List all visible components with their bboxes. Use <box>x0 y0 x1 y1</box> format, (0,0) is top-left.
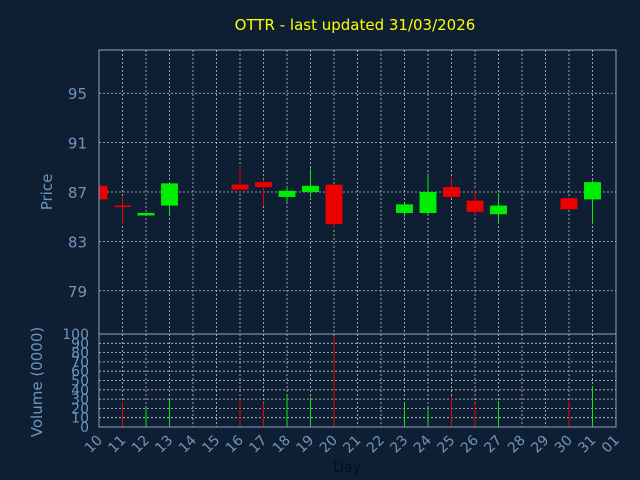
candle-19 <box>302 168 319 197</box>
x-tick-label: 18 <box>270 433 294 457</box>
candle-body <box>255 182 272 188</box>
x-tick-label: 26 <box>458 432 482 456</box>
candle-body <box>466 200 484 212</box>
x-tick-label: 16 <box>223 432 247 456</box>
candle-body <box>560 198 578 210</box>
x-tick-label: 23 <box>387 433 411 457</box>
x-tick-label: 01 <box>599 433 623 457</box>
x-tick-label: 24 <box>411 432 435 456</box>
volume-tick-label: 100 <box>62 327 89 343</box>
x-tick-label: 28 <box>505 433 529 457</box>
volume-tick-label: 80 <box>71 346 89 362</box>
candle-20 <box>325 184 343 228</box>
volume-plot-frame <box>98 333 617 428</box>
candle-23 <box>396 203 413 217</box>
candle-26 <box>466 189 484 216</box>
chart-title: OTTR - last updated 31/03/2026 <box>235 16 476 34</box>
price-tick-label: 83 <box>68 233 87 251</box>
x-tick-label: 20 <box>317 433 341 457</box>
x-tick-label: 13 <box>152 433 176 457</box>
candle-body <box>584 182 601 200</box>
x-tick-label: 30 <box>552 433 576 457</box>
volume-tick-label: 0 <box>80 420 89 436</box>
candle-18 <box>278 187 296 202</box>
price-axis-label: Price <box>38 174 56 211</box>
x-tick-label: 14 <box>176 432 200 456</box>
candle-27 <box>490 193 507 223</box>
price-tick-label: 79 <box>68 283 87 301</box>
x-tick-label: 19 <box>293 433 317 457</box>
candle-30 <box>560 198 578 210</box>
volume-tick-label: 40 <box>71 383 89 399</box>
candle-body <box>419 192 437 213</box>
candle-16 <box>231 166 249 192</box>
candle-body <box>443 187 460 197</box>
price-tick-label: 87 <box>68 184 87 202</box>
x-tick-label: 25 <box>434 433 458 457</box>
candle-10 <box>98 185 108 201</box>
x-tick-label: 22 <box>364 433 388 457</box>
candle-body <box>490 205 507 215</box>
x-tick-label: 12 <box>129 433 153 457</box>
candle-body <box>302 185 319 192</box>
candle-12 <box>137 212 155 216</box>
x-tick-label: 11 <box>105 433 129 457</box>
x-tick-label: 27 <box>481 433 505 457</box>
candle-11 <box>114 196 131 225</box>
volume-tick-label: 60 <box>71 364 89 380</box>
volume-tick-label: 70 <box>71 355 89 371</box>
candle-25 <box>443 177 460 199</box>
volume-tick-label: 20 <box>71 401 89 417</box>
candle-body <box>114 205 131 208</box>
candle-body <box>161 183 178 206</box>
candle-body <box>99 185 108 200</box>
x-tick-label: 10 <box>82 433 106 457</box>
price-tick-label: 91 <box>68 135 87 153</box>
candle-13 <box>161 182 178 215</box>
candle-17 <box>255 179 272 206</box>
candle-body <box>396 204 413 213</box>
x-tick-label: 29 <box>528 433 552 457</box>
candle-body <box>231 184 249 190</box>
candle-24 <box>419 173 437 216</box>
x-tick-label: 15 <box>199 433 223 457</box>
volume-tick-label: 90 <box>71 336 89 352</box>
x-tick-label: 21 <box>340 433 364 457</box>
volume-axis-label: Volume (0000) <box>28 327 46 437</box>
candle-body <box>137 212 155 216</box>
volume-tick-label: 10 <box>71 411 89 427</box>
price-tick-label: 95 <box>68 85 87 103</box>
candle-31 <box>584 180 601 225</box>
x-axis-label: Day <box>333 460 361 476</box>
volume-tick-label: 30 <box>71 392 89 408</box>
volume-tick-label: 50 <box>71 374 89 390</box>
x-tick-label: 31 <box>575 433 599 457</box>
x-tick-label: 17 <box>246 433 270 457</box>
candle-body <box>325 184 343 225</box>
candle-body <box>278 190 296 197</box>
